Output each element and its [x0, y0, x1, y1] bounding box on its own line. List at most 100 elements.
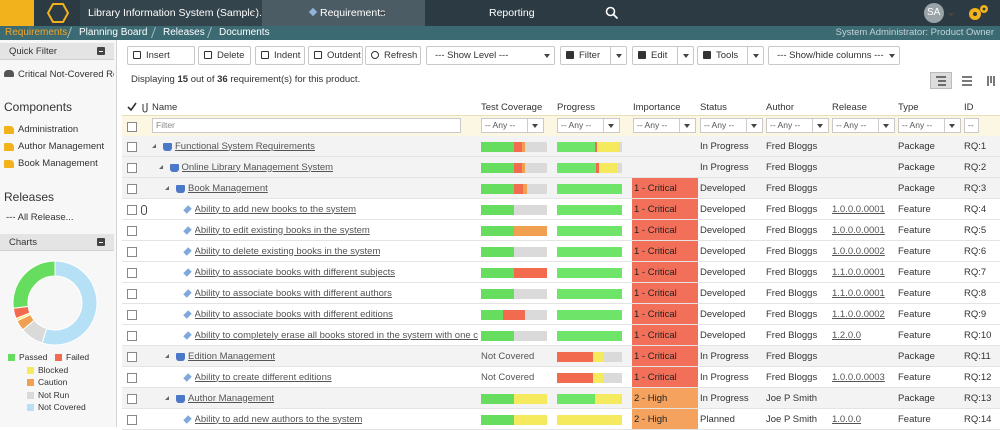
importance: 1 - Critical	[634, 329, 677, 341]
release[interactable]: 1.1.0.0.0001	[832, 266, 885, 278]
search-icon[interactable]	[605, 6, 619, 20]
expand-toggle[interactable]	[158, 164, 163, 169]
column-header[interactable]: ID	[964, 102, 974, 113]
requirement-name[interactable]: Ability to create different editions	[194, 371, 332, 383]
expand-toggle[interactable]	[165, 395, 169, 400]
collapse-icon[interactable]	[97, 47, 105, 55]
column-filter[interactable]: -- Any --	[964, 118, 979, 133]
toolbar-button[interactable]: Indent	[255, 46, 305, 65]
release[interactable]: 1.0.0.0.0001	[832, 203, 885, 215]
column-header[interactable]: Test Coverage	[481, 102, 543, 113]
requirement-name[interactable]: Edition Management	[188, 350, 276, 362]
release[interactable]: 1.2.0.0	[832, 329, 862, 341]
column-header[interactable]: Progress	[557, 102, 596, 113]
logo-hex[interactable]	[47, 3, 69, 23]
toolbar-button[interactable]: Delete	[198, 46, 251, 65]
column-header[interactable]: Name	[152, 102, 178, 113]
collapse-icon[interactable]	[97, 238, 105, 246]
column-header[interactable]: Importance	[633, 102, 681, 113]
view-icons[interactable]	[934, 75, 996, 87]
avatar-initials[interactable]: SA	[927, 7, 941, 18]
author: Joe P Smith	[766, 413, 818, 425]
release[interactable]: 1.0.0.0.0003	[832, 371, 885, 383]
requirement-name[interactable]: Book Management	[188, 182, 268, 194]
row-checkbox[interactable]	[127, 225, 137, 236]
expand-toggle[interactable]	[165, 185, 169, 190]
requirement-name[interactable]: Ability to edit existing books in the sy…	[194, 224, 370, 236]
edit-button[interactable]: Edit	[632, 46, 694, 65]
toolbar-button[interactable]: Insert	[127, 46, 195, 65]
column-filter[interactable]: -- Any --	[766, 118, 829, 133]
charts-header[interactable]: Charts	[0, 234, 114, 251]
expand-toggle[interactable]	[165, 353, 169, 358]
column-filter[interactable]: -- Any --	[481, 118, 544, 133]
column-header[interactable]: Release	[832, 102, 867, 113]
row-checkbox[interactable]	[127, 372, 137, 383]
reporting-tab[interactable]: Reporting	[489, 7, 535, 19]
quick-filter-item[interactable]: Critical Not-Covered Re...	[18, 69, 114, 80]
row-checkbox[interactable]	[127, 393, 137, 404]
sub-nav-tab[interactable]: Releases	[163, 27, 205, 38]
requirement-name[interactable]: Functional System Requirements	[175, 140, 315, 152]
module-tab[interactable]	[262, 0, 425, 26]
release[interactable]: 1.0.0.0.0001	[832, 224, 885, 236]
requirement-name[interactable]: Ability to associate books with differen…	[194, 266, 395, 278]
column-filter[interactable]: -- Any --	[700, 118, 763, 133]
name-filter[interactable]: Filter	[152, 118, 461, 133]
requirement-name[interactable]: Ability to associate books with differen…	[194, 287, 392, 299]
release[interactable]: 1.1.0.0.0001	[832, 287, 885, 299]
row-checkbox[interactable]	[127, 309, 137, 320]
requirement-name[interactable]: Ability to add new books to the system	[194, 203, 357, 215]
row-checkbox[interactable]	[127, 162, 137, 173]
column-filter[interactable]: -- Any --	[898, 118, 961, 133]
settings-icon[interactable]	[966, 3, 990, 23]
dropdown-caret	[883, 124, 889, 128]
avatar[interactable]	[924, 3, 944, 23]
column-header[interactable]: Author	[766, 102, 794, 113]
requirement-name[interactable]: Ability to add new authors to the system	[194, 413, 363, 425]
toolbar-button[interactable]: Refresh	[365, 46, 421, 65]
select-all-checkbox[interactable]	[127, 122, 137, 132]
release[interactable]: 1.1.0.0.0002	[832, 308, 885, 320]
toolbar-button[interactable]: Outdent	[308, 46, 363, 65]
show-level-select[interactable]: --- Show Level ---	[426, 46, 555, 65]
column-filter[interactable]: -- Any --	[832, 118, 895, 133]
column-header[interactable]: Type	[898, 102, 919, 113]
requirement-id: RQ:2	[964, 161, 987, 173]
release-item[interactable]: --- All Release...	[6, 212, 74, 223]
component-item[interactable]: Administration	[18, 124, 79, 135]
sub-nav-tab[interactable]: Documents	[219, 27, 270, 38]
component-item[interactable]: Book Management	[18, 158, 98, 169]
requirement-id: RQ:6	[964, 245, 987, 257]
row-checkbox[interactable]	[127, 204, 137, 215]
row-checkbox[interactable]	[127, 267, 137, 278]
column-header[interactable]: Status	[700, 102, 727, 113]
sub-nav-tab[interactable]: Requirements	[5, 27, 68, 38]
row-checkbox[interactable]	[127, 330, 137, 341]
requirement-name[interactable]: Online Library Management System	[181, 161, 334, 173]
requirement-name[interactable]: Ability to associate books with differen…	[194, 308, 393, 320]
column-filter[interactable]: -- Any --	[633, 118, 696, 133]
product-menu[interactable]	[80, 0, 262, 26]
row-checkbox[interactable]	[127, 414, 137, 425]
row-checkbox[interactable]	[127, 288, 137, 299]
requirement-name[interactable]: Author Management	[188, 392, 275, 404]
release[interactable]: 1.0.0.0	[832, 413, 862, 425]
requirement-name[interactable]: Ability to delete existing books in the …	[194, 245, 381, 257]
row-checkbox[interactable]	[127, 351, 137, 362]
requirement-name[interactable]: Ability to completely erase all books st…	[194, 329, 479, 341]
module-name[interactable]: Requirements	[320, 7, 386, 19]
coverage-segment	[481, 414, 514, 425]
row-checkbox[interactable]	[127, 183, 137, 194]
component-item[interactable]: Author Management	[18, 141, 105, 152]
logo[interactable]	[0, 0, 34, 26]
expand-toggle[interactable]	[152, 143, 156, 148]
release[interactable]: 1.0.0.0.0002	[832, 245, 885, 257]
product-name[interactable]: Library Information System (Sample)...	[88, 7, 268, 19]
column-filter[interactable]: -- Any --	[557, 118, 620, 133]
columns-select[interactable]: --- Show/hide columns ---	[768, 46, 900, 65]
sub-nav-tab[interactable]: Planning Board	[79, 27, 148, 38]
row-checkbox[interactable]	[127, 246, 137, 257]
row-checkbox[interactable]	[127, 141, 137, 152]
quick-filter-header[interactable]: Quick Filter	[0, 43, 114, 60]
